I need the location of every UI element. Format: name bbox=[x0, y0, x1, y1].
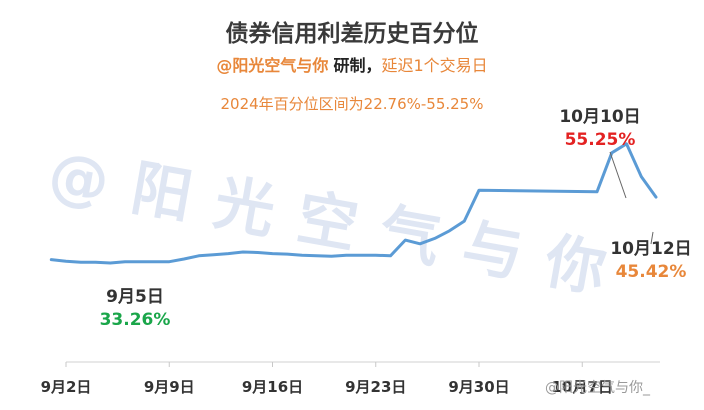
x-axis-ticks: 9月2日 9月9日 9月16日 9月23日 9月30日 10月7日 bbox=[41, 362, 613, 396]
percentile-range-note: 2024年百分位区间为22.76%-55.25% bbox=[220, 95, 484, 113]
subtitle-action: 研制， bbox=[333, 56, 382, 75]
annotation-value: 33.26% bbox=[100, 310, 171, 330]
chart-title: 债券信用利差历史百分位 bbox=[225, 21, 479, 47]
subtitle-note: 延迟1个交易日 bbox=[381, 56, 488, 75]
weibo-watermark: @阳光空气与你_ bbox=[545, 380, 650, 396]
x-tick-label: 9月30日 bbox=[448, 378, 509, 396]
annotation-value: 45.42% bbox=[616, 262, 687, 282]
annotations: 9月5日 33.26% 10月10日 55.25% 10月12日 45.42% bbox=[100, 107, 692, 330]
annotation-leader-line bbox=[650, 231, 654, 245]
chart-subtitle: @阳光空气与你 研制，延迟1个交易日 bbox=[0, 52, 704, 76]
subtitle-author: @阳光空气与你 bbox=[216, 56, 329, 75]
x-tick-label: 9月23日 bbox=[345, 378, 406, 396]
annotation-date: 10月12日 bbox=[610, 239, 691, 259]
annotation-value: 55.25% bbox=[565, 130, 636, 150]
annotation-date: 10月10日 bbox=[559, 107, 640, 127]
annotation-leader-line bbox=[609, 151, 627, 199]
x-tick-label: 10月7日 bbox=[552, 378, 613, 396]
annotation-date: 9月5日 bbox=[106, 287, 164, 307]
x-tick-label: 9月16日 bbox=[242, 378, 303, 396]
x-tick-label: 9月9日 bbox=[144, 378, 195, 396]
series-line bbox=[49, 142, 658, 265]
x-tick-label: 9月2日 bbox=[41, 378, 92, 396]
